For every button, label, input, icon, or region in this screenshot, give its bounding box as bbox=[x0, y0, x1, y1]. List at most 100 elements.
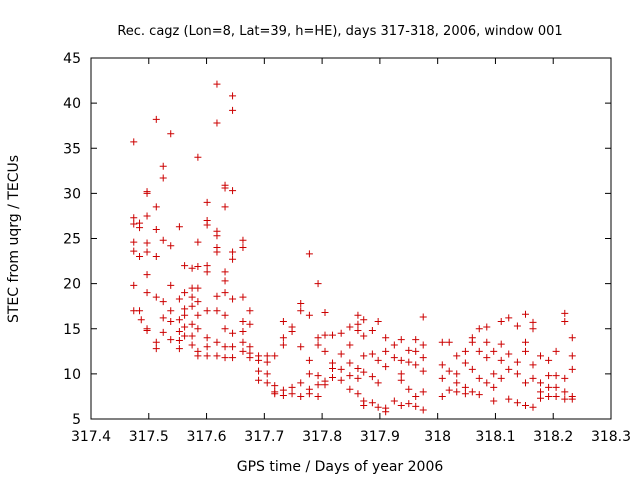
data-point bbox=[346, 323, 354, 331]
data-point bbox=[246, 307, 254, 315]
data-point bbox=[246, 320, 254, 328]
data-point bbox=[255, 356, 263, 364]
data-point bbox=[337, 329, 345, 337]
data-point bbox=[405, 358, 413, 366]
y-tick-label: 30 bbox=[63, 186, 81, 202]
data-point bbox=[521, 338, 529, 346]
data-point bbox=[505, 350, 513, 358]
data-point bbox=[453, 352, 461, 360]
data-point bbox=[337, 365, 345, 373]
data-point bbox=[143, 189, 151, 197]
y-axis-label: STEC from uqrg / TECUs bbox=[6, 155, 22, 323]
data-point bbox=[329, 364, 337, 372]
x-tick-label: 317.9 bbox=[360, 429, 400, 445]
data-point bbox=[497, 318, 505, 326]
data-point bbox=[297, 299, 305, 307]
data-point bbox=[529, 325, 537, 333]
data-point bbox=[305, 356, 313, 364]
data-point bbox=[483, 379, 491, 387]
data-point bbox=[321, 347, 329, 355]
data-point bbox=[188, 332, 196, 340]
data-point bbox=[346, 359, 354, 367]
data-point bbox=[513, 358, 521, 366]
data-point bbox=[229, 187, 237, 195]
data-point bbox=[175, 316, 183, 324]
data-point bbox=[513, 322, 521, 330]
data-point bbox=[390, 354, 398, 362]
data-point bbox=[329, 331, 337, 339]
data-point bbox=[490, 347, 498, 355]
data-point bbox=[229, 106, 237, 114]
data-point bbox=[167, 336, 175, 344]
data-point bbox=[354, 311, 362, 319]
data-point bbox=[412, 336, 420, 344]
data-point bbox=[136, 224, 144, 232]
data-point bbox=[203, 198, 211, 206]
data-point bbox=[397, 370, 405, 378]
x-tick-label: 318 bbox=[424, 429, 451, 445]
data-point bbox=[445, 367, 453, 375]
data-point bbox=[279, 318, 287, 326]
data-point bbox=[130, 247, 138, 255]
data-point bbox=[552, 392, 560, 400]
data-point bbox=[475, 347, 483, 355]
data-point bbox=[483, 338, 491, 346]
data-point bbox=[188, 320, 196, 328]
data-point bbox=[263, 379, 271, 387]
data-point bbox=[167, 130, 175, 138]
data-point bbox=[194, 325, 202, 333]
data-point bbox=[221, 203, 229, 211]
data-point bbox=[279, 334, 287, 342]
data-point bbox=[552, 383, 560, 391]
y-tick-label: 15 bbox=[63, 322, 81, 338]
data-point bbox=[263, 370, 271, 378]
y-tick-label: 20 bbox=[63, 277, 81, 293]
data-point bbox=[475, 391, 483, 399]
data-point bbox=[229, 354, 237, 362]
data-point bbox=[545, 383, 553, 391]
data-point bbox=[453, 370, 461, 378]
data-point bbox=[143, 289, 151, 297]
data-point bbox=[314, 381, 322, 389]
data-point bbox=[181, 305, 189, 313]
data-point bbox=[321, 331, 329, 339]
data-point bbox=[271, 390, 279, 398]
y-tick-label: 35 bbox=[63, 141, 81, 157]
data-point bbox=[360, 316, 368, 324]
data-point bbox=[537, 394, 545, 402]
data-point bbox=[203, 307, 211, 315]
data-point bbox=[490, 383, 498, 391]
data-point bbox=[490, 370, 498, 378]
data-point bbox=[568, 395, 576, 403]
data-point bbox=[490, 397, 498, 405]
data-point bbox=[419, 341, 427, 349]
data-point bbox=[468, 388, 476, 396]
data-point bbox=[159, 328, 167, 336]
data-point bbox=[203, 268, 211, 276]
data-point bbox=[529, 318, 537, 326]
data-point bbox=[271, 382, 279, 390]
data-point bbox=[354, 320, 362, 328]
data-point bbox=[438, 374, 446, 382]
data-point bbox=[297, 392, 305, 400]
data-point bbox=[438, 361, 446, 369]
data-point bbox=[513, 370, 521, 378]
data-point bbox=[203, 221, 211, 229]
data-point bbox=[314, 372, 322, 380]
data-point bbox=[167, 281, 175, 289]
y-tick-label: 45 bbox=[63, 51, 81, 67]
data-point bbox=[239, 236, 247, 244]
data-point bbox=[152, 115, 160, 123]
data-point bbox=[152, 338, 160, 346]
data-point bbox=[419, 388, 427, 396]
data-point bbox=[397, 401, 405, 409]
data-point bbox=[545, 356, 553, 364]
data-point bbox=[288, 327, 296, 335]
data-point bbox=[419, 406, 427, 414]
data-point bbox=[321, 309, 329, 317]
chart-title: Rec. cagz (Lon=8, Lat=39, h=HE), days 31… bbox=[117, 24, 562, 39]
data-point bbox=[405, 346, 413, 354]
data-point bbox=[314, 280, 322, 288]
data-point bbox=[521, 401, 529, 409]
data-point bbox=[203, 334, 211, 342]
